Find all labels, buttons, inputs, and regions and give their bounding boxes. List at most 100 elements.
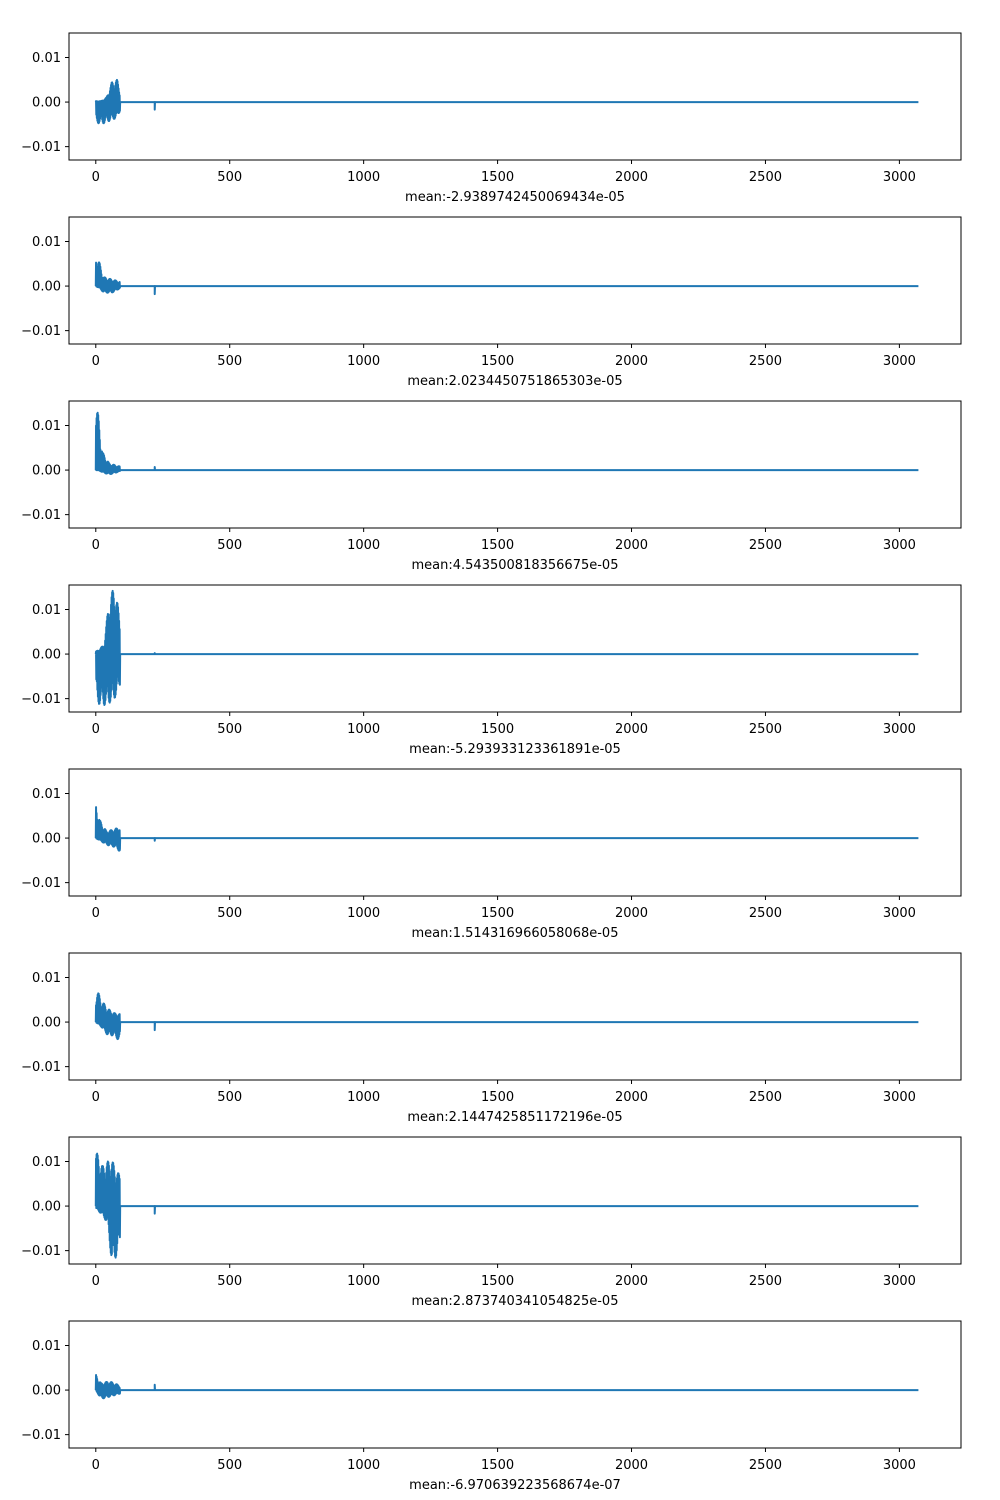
x-tick-label: 500 <box>217 1458 242 1473</box>
signal-line <box>94 261 919 296</box>
signal-line <box>94 992 919 1041</box>
x-tick-label: 1000 <box>347 1090 380 1105</box>
x-tick-label: 1500 <box>481 1274 514 1289</box>
x-tick-label: 2500 <box>749 354 782 369</box>
x-tick-label: 1000 <box>347 354 380 369</box>
x-tick-label: 2000 <box>615 906 648 921</box>
y-tick-label: 0.00 <box>32 1384 61 1399</box>
y-tick-label: 0.00 <box>32 464 61 479</box>
x-tick-label: 2000 <box>615 1274 648 1289</box>
x-tick-label: 500 <box>217 1090 242 1105</box>
axes-frame <box>68 768 962 897</box>
x-tick-label: 1000 <box>347 1274 380 1289</box>
x-axis-label: mean:2.873740341054825e-05 <box>412 1294 619 1309</box>
x-tick-label: 0 <box>92 1274 100 1289</box>
signal-line <box>94 411 919 475</box>
x-tick-label: 2000 <box>615 354 648 369</box>
y-tick-label: −0.01 <box>21 508 61 523</box>
x-tick-label: 500 <box>217 354 242 369</box>
x-tick-label: 2500 <box>749 1458 782 1473</box>
x-tick-label: 2500 <box>749 1090 782 1105</box>
x-tick-label: 3000 <box>883 906 916 921</box>
y-tick-label: 0.00 <box>32 1200 61 1215</box>
x-tick-label: 2500 <box>749 722 782 737</box>
axes-frame <box>68 32 962 161</box>
x-tick-label: 2500 <box>749 906 782 921</box>
x-tick-label: 0 <box>92 170 100 185</box>
x-axis-label: mean:4.543500818356675e-05 <box>412 558 619 573</box>
x-tick-label: 3000 <box>883 1090 916 1105</box>
x-tick-label: 2500 <box>749 538 782 553</box>
axes-frame <box>68 216 962 345</box>
y-tick-label: 0.01 <box>32 1155 61 1170</box>
y-tick-label: −0.01 <box>21 692 61 707</box>
y-tick-label: −0.01 <box>21 1060 61 1075</box>
y-tick-label: 0.00 <box>32 648 61 663</box>
x-tick-label: 500 <box>217 722 242 737</box>
x-tick-label: 2000 <box>615 722 648 737</box>
x-tick-label: 0 <box>92 906 100 921</box>
x-axis-label: mean:2.1447425851172196e-05 <box>407 1110 622 1125</box>
x-tick-label: 2000 <box>615 538 648 553</box>
x-tick-label: 500 <box>217 1274 242 1289</box>
x-tick-label: 1500 <box>481 906 514 921</box>
x-axis-label: mean:2.0234450751865303e-05 <box>407 374 622 389</box>
x-tick-label: 1000 <box>347 722 380 737</box>
subplot-2: 0 500 1000 1500 2000 2500 3000 −0.01 0.00 0.01 mea… <box>21 216 962 389</box>
subplot-4: 0 500 1000 1500 2000 2500 3000 −0.01 0.00 0.01 mea… <box>21 584 962 757</box>
x-tick-label: 2000 <box>615 170 648 185</box>
signal-line <box>94 1374 919 1400</box>
subplot-3: 0 500 1000 1500 2000 2500 3000 −0.01 0.00 0.01 mea… <box>21 400 962 573</box>
x-tick-label: 2000 <box>615 1458 648 1473</box>
x-tick-label: 500 <box>217 170 242 185</box>
signal-line <box>94 78 919 125</box>
y-tick-label: 0.00 <box>32 832 61 847</box>
x-tick-label: 3000 <box>883 354 916 369</box>
y-tick-label: 0.01 <box>32 1339 61 1354</box>
axes-frame <box>68 400 962 529</box>
x-tick-label: 1000 <box>347 1458 380 1473</box>
y-tick-label: −0.01 <box>21 1244 61 1259</box>
subplot-8: 0 500 1000 1500 2000 2500 3000 −0.01 0.00 0.01 mea… <box>21 1320 962 1493</box>
x-tick-label: 2500 <box>749 1274 782 1289</box>
x-axis-label: mean:-2.9389742450069434e-05 <box>405 190 625 205</box>
y-tick-label: 0.01 <box>32 419 61 434</box>
x-tick-label: 1500 <box>481 354 514 369</box>
signal-line <box>94 589 919 707</box>
x-tick-label: 1500 <box>481 1458 514 1473</box>
y-tick-label: 0.01 <box>32 51 61 66</box>
x-tick-label: 1000 <box>347 906 380 921</box>
x-tick-label: 3000 <box>883 170 916 185</box>
axes-frame <box>68 952 962 1081</box>
x-tick-label: 2500 <box>749 170 782 185</box>
x-tick-label: 0 <box>92 722 100 737</box>
y-tick-label: 0.00 <box>32 1016 61 1031</box>
subplot-6: 0 500 1000 1500 2000 2500 3000 −0.01 0.00 0.01 mea… <box>21 952 962 1125</box>
x-tick-label: 500 <box>217 906 242 921</box>
subplot-5: 0 500 1000 1500 2000 2500 3000 −0.01 0.00 0.01 mea… <box>21 768 962 941</box>
y-tick-label: 0.01 <box>32 787 61 802</box>
x-tick-label: 3000 <box>883 538 916 553</box>
axes-frame <box>68 584 962 713</box>
x-tick-label: 3000 <box>883 1458 916 1473</box>
y-tick-label: 0.01 <box>32 235 61 250</box>
x-tick-label: 3000 <box>883 722 916 737</box>
x-tick-label: 0 <box>92 1090 100 1105</box>
subplot-7: 0 500 1000 1500 2000 2500 3000 −0.01 0.00 0.01 mea… <box>21 1136 962 1309</box>
x-axis-label: mean:-6.970639223568674e-07 <box>409 1478 621 1493</box>
y-tick-label: −0.01 <box>21 876 61 891</box>
y-tick-label: −0.01 <box>21 140 61 155</box>
y-tick-label: 0.00 <box>32 280 61 295</box>
axes-frame <box>68 1136 962 1265</box>
y-tick-label: 0.01 <box>32 971 61 986</box>
y-tick-label: 0.00 <box>32 96 61 111</box>
y-tick-label: −0.01 <box>21 1428 61 1443</box>
x-tick-label: 3000 <box>883 1274 916 1289</box>
x-tick-label: 1500 <box>481 538 514 553</box>
signal-line <box>94 806 919 852</box>
x-axis-label: mean:1.514316966058068e-05 <box>412 926 619 941</box>
subplot-1: 0 500 1000 1500 2000 2500 3000 −0.01 0.00 0.01 mea… <box>21 32 962 205</box>
x-tick-label: 2000 <box>615 1090 648 1105</box>
x-tick-label: 0 <box>92 538 100 553</box>
